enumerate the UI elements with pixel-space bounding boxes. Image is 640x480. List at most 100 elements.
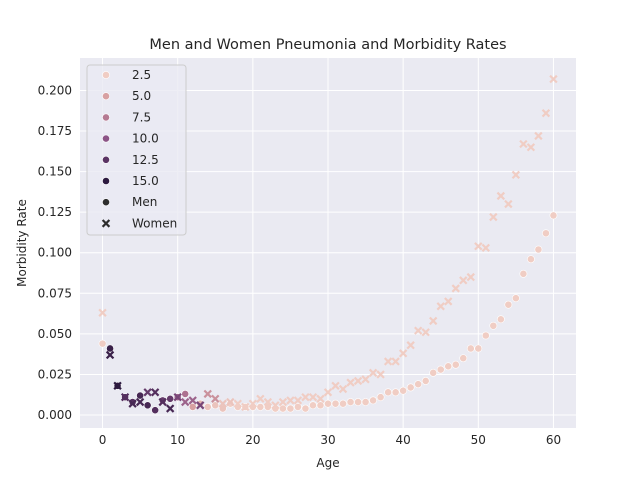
women-point [331,381,340,390]
legend-men-marker [102,198,110,207]
legend-hue-marker [102,71,110,79]
women-point [188,396,197,405]
men-point [466,344,475,353]
women-point [421,328,430,337]
men-point [421,377,430,385]
legend-women-marker [101,219,111,228]
women-point [451,284,460,293]
legend-hue-label: 12.5 [132,153,159,167]
women-point [338,384,348,394]
men-point [106,344,114,353]
legend-hue-marker [102,134,110,143]
women-point [489,212,498,222]
legend-hue-label: 10.0 [132,132,159,146]
women-point [323,388,333,397]
women-point [466,272,475,282]
men-point [474,344,483,353]
women-point [105,350,115,360]
women-point [263,397,273,407]
y-tick-label: 0.025 [38,367,72,381]
x-axis-title: Age [316,456,339,470]
y-axis-title: Morbidity Rate [15,199,29,287]
women-point [196,401,205,410]
legend-box [86,64,187,236]
men-point [136,391,145,400]
women-point [436,302,445,311]
women-point [474,242,483,251]
y-tick-label: 0.000 [38,408,72,422]
women-point [346,378,355,387]
women-point [398,349,408,358]
men-point [511,294,520,303]
men-point [316,401,325,410]
men-point [309,401,317,410]
women-point [541,108,551,118]
men-point [489,321,498,330]
women-point [226,397,235,407]
y-tick-label: 0.125 [38,205,72,219]
men-point [286,404,295,413]
men-point [534,245,543,254]
women-point [218,399,227,408]
women-point [391,357,400,366]
women-point [504,199,513,209]
men-point [181,390,190,398]
women-point [135,397,145,407]
men-point [256,403,265,411]
men-point [354,398,362,406]
men-point [376,393,385,402]
women-point [120,392,130,402]
women-point [444,297,453,306]
legend-hue-label: 7.5 [132,110,151,124]
men-point [414,380,423,389]
x-tick-label: 0 [99,433,107,447]
x-axis-ticks: 0 10 20 30 40 50 60 [99,433,561,447]
women-point [113,381,122,390]
y-tick-label: 0.175 [38,124,72,138]
men-point [196,399,205,408]
y-tick-label: 0.200 [38,83,72,97]
x-tick-label: 40 [396,433,411,447]
women-point [128,399,137,408]
men-point [504,300,513,309]
women-point [286,396,295,405]
legend-women-label: Women [132,216,177,230]
women-point [368,368,378,378]
men-point [279,404,287,413]
y-tick-label: 0.150 [38,165,72,179]
women-point [301,392,310,402]
men-point [203,403,212,411]
women-point [256,394,265,403]
women-point [406,341,415,350]
women-point [241,402,250,412]
chart-title: Men and Women Pneumonia and Morbidity Ra… [149,37,506,53]
women-point [549,74,558,84]
men-point [361,398,370,406]
men-point [369,396,377,405]
women-point [278,397,288,407]
women-point [248,399,258,408]
x-tick-label: 30 [320,433,335,447]
women-point [481,243,490,253]
men-point [496,315,505,324]
women-point [233,399,242,408]
men-point [542,229,550,238]
men-point [549,211,558,220]
men-point [211,401,220,410]
women-point [166,404,175,413]
women-point [143,388,152,397]
legend-hue-marker [102,177,110,185]
men-point [459,354,468,363]
men-point [481,331,490,340]
legend-hue-label: 2.5 [132,68,151,82]
legend-hue-marker [102,155,110,164]
men-point [324,399,332,408]
men-point [294,403,302,411]
women-point [173,392,182,402]
x-tick-label: 20 [245,433,260,447]
women-point [526,143,536,152]
x-tick-label: 50 [471,433,486,447]
men-point [188,403,197,411]
men-point [429,368,438,377]
